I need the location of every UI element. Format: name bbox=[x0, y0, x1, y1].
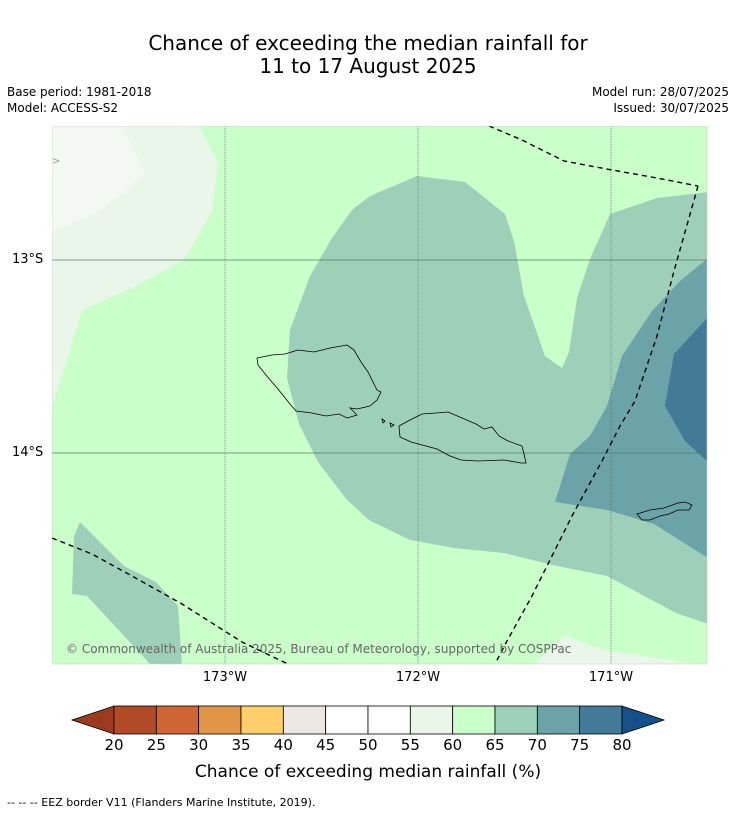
savaii-island bbox=[256, 344, 382, 419]
region-45-55-northwest bbox=[52, 126, 145, 232]
colorbar-bin bbox=[367, 705, 411, 735]
colorbar-tick-label: 35 bbox=[231, 736, 251, 754]
lat-label-13s: 13°S bbox=[12, 252, 44, 267]
region-65-70-main bbox=[287, 176, 707, 624]
colorbar-tick-label: 25 bbox=[146, 736, 166, 754]
colorbar-bin bbox=[494, 705, 538, 735]
region-75-80 bbox=[665, 318, 707, 462]
eez-border-southwest bbox=[52, 537, 290, 664]
lon-label-172w: 172°W bbox=[395, 670, 441, 685]
colorbar-bin bbox=[536, 705, 581, 735]
colorbar-label: Chance of exceeding median rainfall (%) bbox=[194, 762, 542, 782]
colorbar-bin bbox=[409, 705, 454, 735]
colorbar-bin bbox=[282, 705, 327, 735]
colorbar-bin bbox=[579, 705, 623, 735]
colorbar-tick-label: 50 bbox=[358, 736, 378, 754]
issued-date: Issued: 30/07/2025 bbox=[613, 101, 729, 115]
region-55-60-south bbox=[534, 636, 696, 664]
rainfall-map: © Commonwealth of Australia 2025, Bureau… bbox=[52, 126, 708, 665]
colorbar bbox=[70, 705, 666, 735]
colorbar-bin bbox=[452, 705, 496, 735]
colorbar-bin bbox=[325, 705, 369, 735]
tutuila-island bbox=[636, 501, 693, 521]
colorbar-tick-label: 75 bbox=[570, 736, 590, 754]
colorbar-bin bbox=[240, 705, 284, 735]
colorbar-tick-label: 65 bbox=[485, 736, 505, 754]
map-title-line1: Chance of exceeding the median rainfall … bbox=[148, 31, 588, 55]
colorbar-tick-label: 55 bbox=[400, 736, 420, 754]
lon-label-171w: 171°W bbox=[588, 670, 634, 685]
colorbar-tick-label: 30 bbox=[189, 736, 209, 754]
north-marker: > bbox=[52, 156, 60, 167]
colorbar-bin bbox=[155, 705, 200, 735]
colorbar-over-arrow bbox=[621, 705, 666, 735]
copyright-notice: © Commonwealth of Australia 2025, Bureau… bbox=[66, 642, 571, 656]
eez-border-east bbox=[494, 185, 699, 664]
colorbar-bin bbox=[113, 705, 157, 735]
base-period: Base period: 1981-2018 bbox=[7, 85, 152, 99]
model-run: Model run: 28/07/2025 bbox=[591, 85, 729, 99]
eez-border-north bbox=[488, 126, 699, 187]
region-65-70-southwest bbox=[72, 522, 182, 664]
model-name: Model: ACCESS-S2 bbox=[7, 101, 119, 115]
colorbar-tick-label: 80 bbox=[612, 736, 632, 754]
map-frame bbox=[52, 126, 708, 665]
lon-label-173w: 173°W bbox=[202, 670, 248, 685]
colorbar-under-arrow bbox=[70, 705, 115, 735]
region-70-75 bbox=[555, 258, 707, 558]
upolu-island bbox=[398, 411, 527, 464]
colorbar-tick-label: 60 bbox=[443, 736, 463, 754]
colorbar-tick-label: 40 bbox=[273, 736, 293, 754]
lat-label-14s: 14°S bbox=[12, 445, 44, 460]
colorbar-tick-label: 70 bbox=[527, 736, 547, 754]
manono-island bbox=[381, 418, 395, 428]
colorbar-bin bbox=[198, 705, 242, 735]
eez-footer-note: -- -- -- EEZ border V11 (Flanders Marine… bbox=[7, 796, 316, 809]
colorbar-tick-label: 45 bbox=[316, 736, 336, 754]
map-title-line2: 11 to 17 August 2025 bbox=[259, 54, 477, 78]
colorbar-tick-label: 20 bbox=[104, 736, 124, 754]
